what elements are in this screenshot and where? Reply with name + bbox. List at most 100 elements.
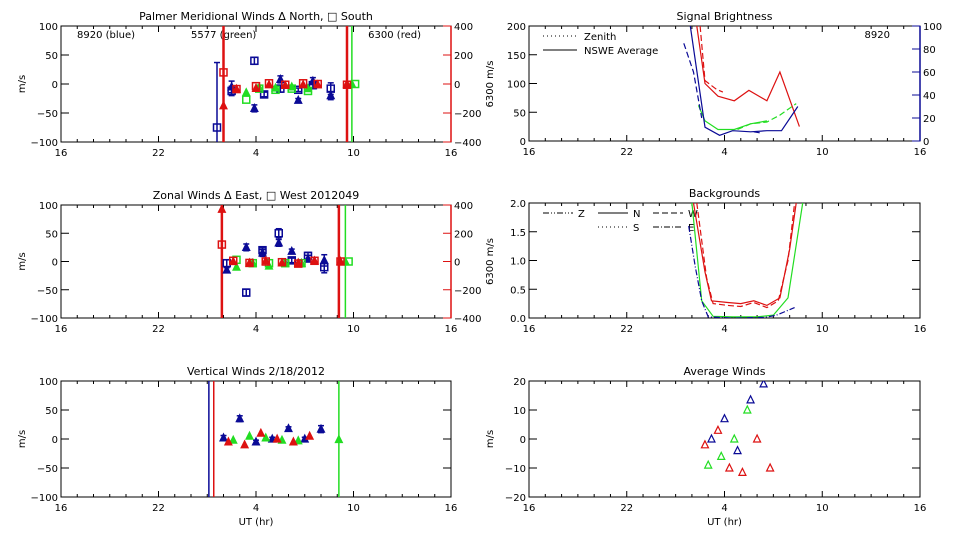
data-point-triangle bbox=[746, 394, 756, 404]
series-line bbox=[696, 26, 800, 127]
x-tick-label: 4 bbox=[721, 503, 727, 514]
data-point-triangle bbox=[342, 78, 352, 88]
y2-tick-label: 60 bbox=[923, 68, 936, 79]
data-point-square bbox=[250, 56, 259, 66]
x-tick-label: 22 bbox=[152, 503, 165, 514]
y-tick-label: 2.0 bbox=[510, 199, 526, 210]
y2-tick-label: −200 bbox=[454, 286, 481, 297]
y-tick-label: −100 bbox=[31, 138, 58, 149]
data-point-triangle bbox=[288, 436, 298, 446]
chart-title: Zonal Winds Δ East, □ West 2012049 bbox=[153, 189, 360, 202]
x-tick-label: 16 bbox=[523, 324, 536, 335]
data-point-triangle bbox=[264, 79, 274, 89]
y-tick-label: 200 bbox=[507, 22, 526, 33]
data-point-square bbox=[212, 123, 222, 132]
data-point-triangle bbox=[256, 427, 266, 437]
panel-zonal: Zonal Winds Δ East, □ West 2012049 16 22 4 1… bbox=[17, 189, 496, 335]
y2-axis-label: 6300 m/s bbox=[485, 238, 496, 285]
chart-title: Vertical Winds 2/18/2012 bbox=[187, 365, 325, 378]
data-point-square bbox=[242, 95, 251, 104]
data-point-square bbox=[342, 80, 352, 89]
y2-tick-label: 0 bbox=[454, 258, 460, 269]
annotation-label: 8920 bbox=[865, 30, 890, 41]
data-point-square bbox=[274, 229, 283, 238]
data-point-square bbox=[242, 288, 251, 297]
data-point-square bbox=[298, 79, 308, 88]
data-point-square bbox=[259, 90, 269, 99]
data-point-square bbox=[281, 80, 290, 89]
data-point-square bbox=[320, 262, 329, 272]
y-tick-label: 100 bbox=[507, 80, 526, 91]
x-tick-label: 4 bbox=[253, 503, 259, 514]
x-tick-label: 22 bbox=[152, 324, 165, 335]
y2-tick-label: 40 bbox=[923, 91, 936, 102]
y-tick-label: 0 bbox=[520, 137, 526, 148]
series-line bbox=[689, 26, 799, 136]
data-point-triangle bbox=[737, 467, 747, 476]
x-tick-label: 10 bbox=[816, 503, 829, 514]
data-point-square bbox=[350, 79, 360, 89]
plot-area bbox=[688, 203, 804, 318]
data-point-triangle bbox=[713, 424, 723, 434]
legend-label: Z bbox=[578, 209, 585, 220]
y-tick-label: −50 bbox=[37, 464, 58, 475]
x-tick-label: 16 bbox=[914, 147, 927, 158]
y-axis-label: m/s bbox=[17, 252, 28, 270]
x-tick-label: 16 bbox=[445, 503, 458, 514]
data-point-square bbox=[303, 251, 313, 261]
data-point-square bbox=[277, 257, 287, 267]
y2-axis-label: 6300 m/s bbox=[485, 61, 496, 108]
series-line bbox=[696, 203, 796, 309]
y-tick-label: −100 bbox=[31, 314, 58, 325]
plot-area bbox=[217, 205, 353, 318]
y-tick-label: −50 bbox=[37, 286, 58, 297]
y2-tick-label: 100 bbox=[923, 22, 942, 33]
annotation-label: 6300 (red) bbox=[368, 30, 421, 41]
y2-tick-label: 0 bbox=[923, 137, 929, 148]
data-point-triangle bbox=[261, 432, 271, 442]
x-tick-label: 4 bbox=[721, 324, 727, 335]
y-axis-label: m/s bbox=[17, 75, 28, 93]
data-point-triangle bbox=[241, 242, 251, 251]
data-point-triangle bbox=[249, 103, 259, 112]
data-point-triangle bbox=[219, 100, 228, 110]
plot-area bbox=[212, 26, 360, 142]
y-tick-label: 20 bbox=[513, 377, 526, 388]
legend-label: Zenith bbox=[584, 32, 616, 43]
data-point-square bbox=[336, 257, 345, 266]
plot-area bbox=[208, 381, 344, 497]
y-tick-label: 0 bbox=[520, 435, 526, 446]
series-line bbox=[691, 203, 804, 318]
data-point-triangle bbox=[752, 433, 762, 443]
data-point-square bbox=[217, 240, 227, 249]
data-point-triangle bbox=[284, 423, 293, 433]
x-axis-label: UT (hr) bbox=[239, 517, 274, 528]
series-line bbox=[688, 225, 795, 318]
plot-frame bbox=[528, 380, 921, 498]
y-tick-label: 1.0 bbox=[510, 257, 526, 268]
plot-area bbox=[700, 381, 775, 476]
x-tick-label: 16 bbox=[914, 324, 927, 335]
chart-title: Signal Brightness bbox=[677, 10, 773, 23]
y-tick-label: 0 bbox=[52, 435, 58, 446]
y-tick-label: 100 bbox=[39, 201, 58, 212]
y-tick-label: −50 bbox=[37, 109, 58, 120]
y-tick-label: −20 bbox=[505, 493, 526, 504]
x-tick-label: 16 bbox=[55, 148, 68, 159]
y-tick-label: 50 bbox=[45, 51, 58, 62]
x-axis-label: UT (hr) bbox=[707, 517, 742, 528]
data-point-square bbox=[219, 68, 228, 77]
y-tick-label: 1.5 bbox=[510, 228, 526, 239]
data-point-triangle bbox=[759, 381, 769, 388]
x-tick-label: 16 bbox=[914, 503, 927, 514]
y-tick-label: 150 bbox=[507, 51, 526, 62]
x-tick-label: 16 bbox=[523, 503, 536, 514]
y2-tick-label: 200 bbox=[454, 51, 473, 62]
data-point-square bbox=[294, 259, 303, 268]
data-point-square bbox=[344, 257, 353, 266]
data-point-triangle bbox=[293, 257, 303, 267]
y-tick-label: 100 bbox=[39, 377, 58, 388]
y-tick-label: 50 bbox=[45, 229, 58, 240]
